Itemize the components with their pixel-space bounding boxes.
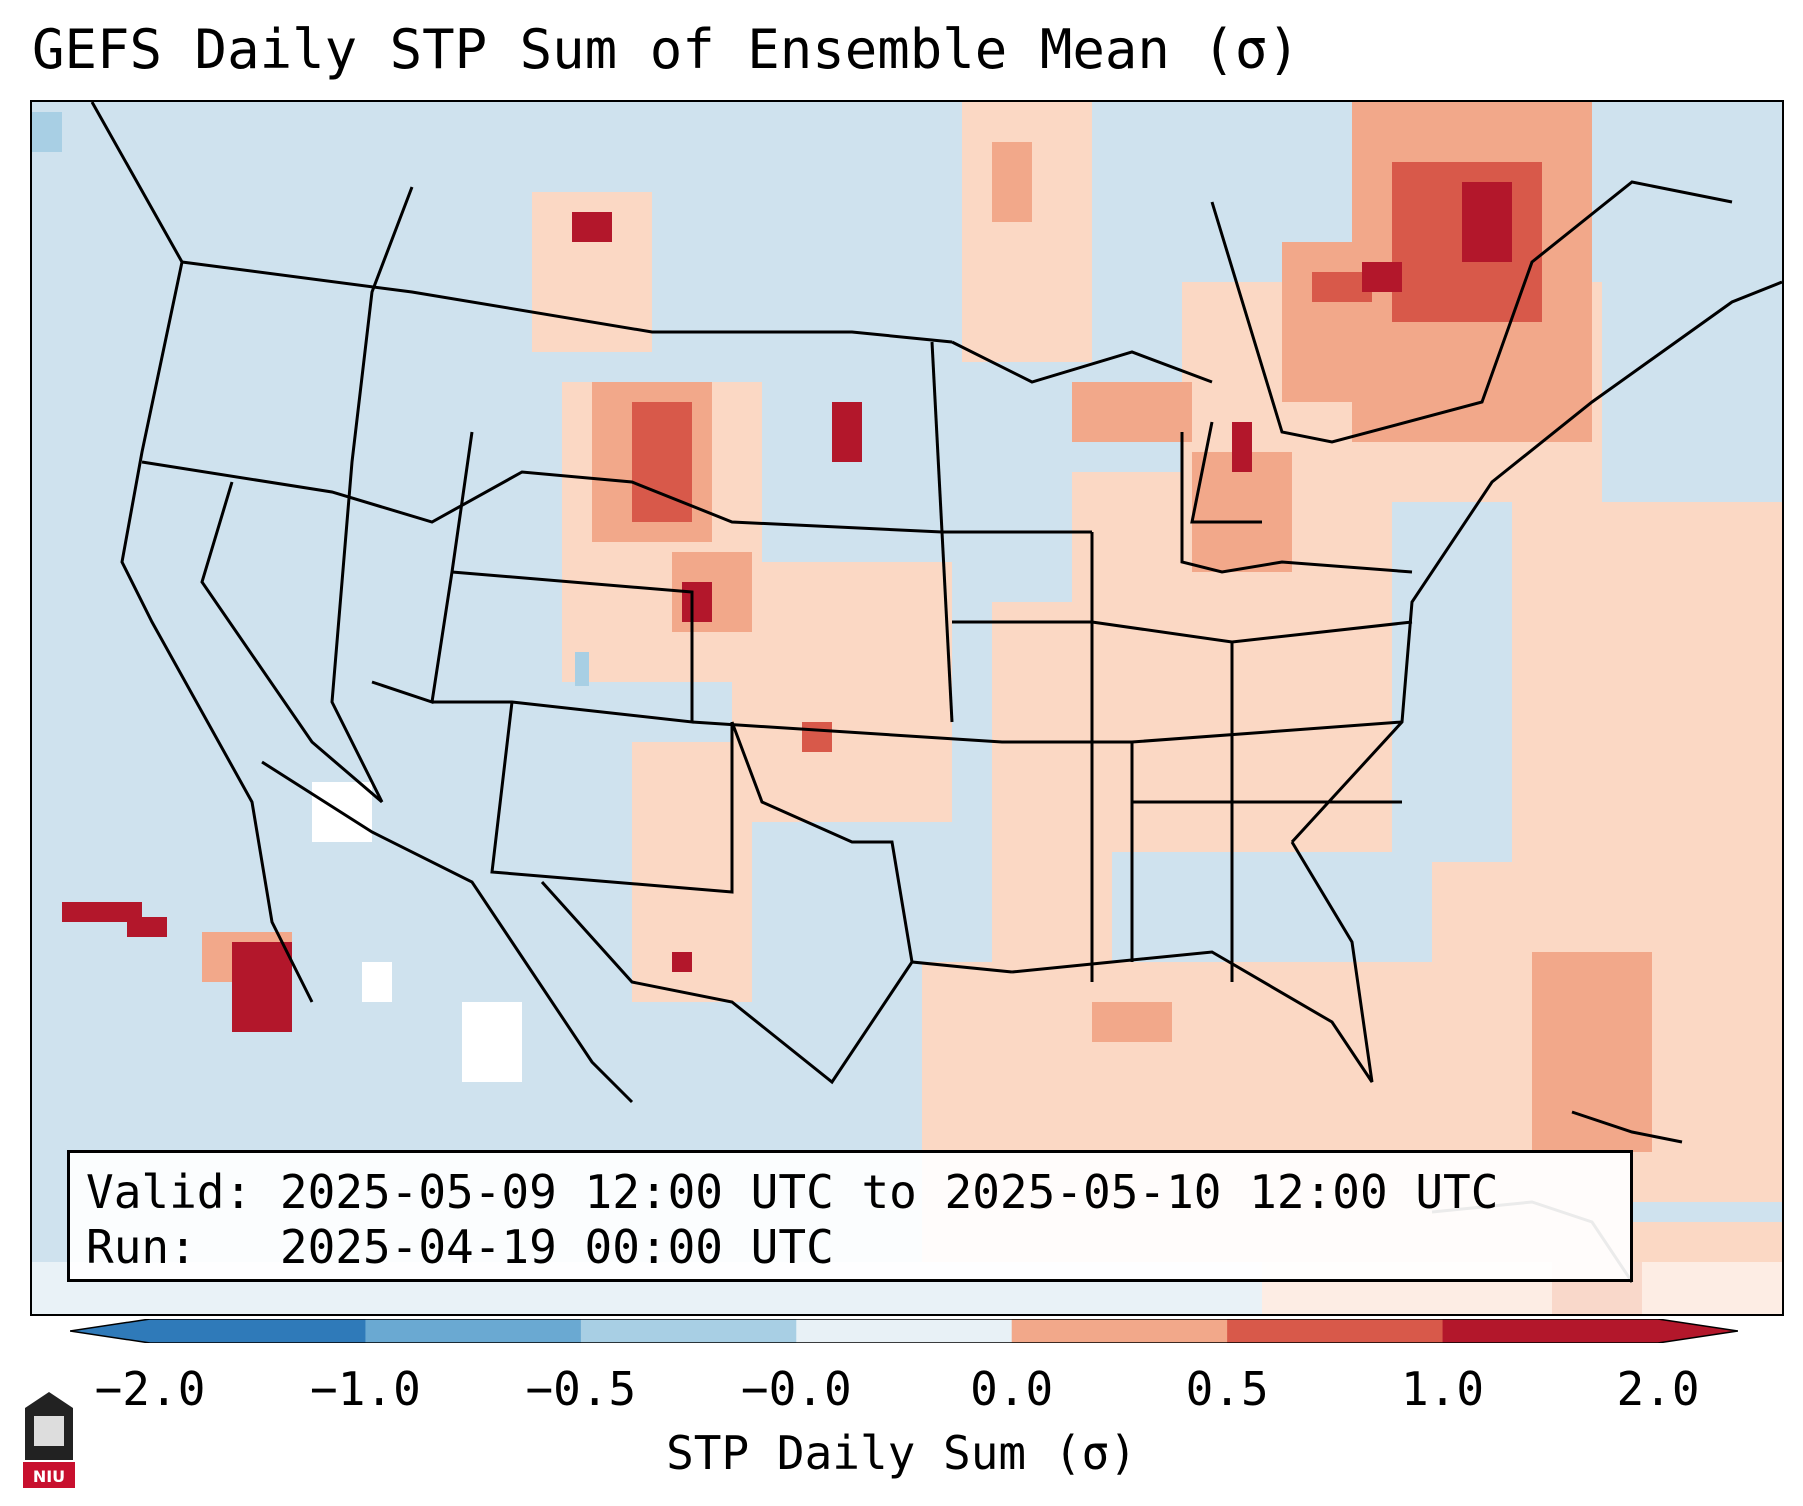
new-mexico-border-line — [490, 701, 734, 894]
colorbar-tick-label: 1.0 — [1401, 1362, 1485, 1416]
bahamas-line — [1571, 1110, 1683, 1144]
colorbar-segment — [365, 1319, 582, 1343]
valid-label: Valid: — [86, 1165, 253, 1219]
colorbar-high-extend — [1658, 1319, 1738, 1343]
colorbar-tick-label: 2.0 — [1616, 1362, 1700, 1416]
colorbar-segment — [1011, 1319, 1228, 1343]
quebec-border-line — [1210, 180, 1733, 444]
colorbar-label: STP Daily Sum (σ) — [666, 1426, 1137, 1480]
great-lakes-border-line — [1180, 432, 1413, 574]
colorbar-low-extend — [70, 1319, 150, 1343]
logo-text: NIU — [33, 1467, 65, 1486]
colorbar-segment — [796, 1319, 1013, 1343]
canada-border-line — [181, 260, 953, 344]
colorbar-tick-label: −1.0 — [310, 1362, 421, 1416]
map-svg — [32, 102, 1782, 1314]
west-coast-line — [90, 102, 314, 1003]
colorbar-segment — [1227, 1319, 1444, 1343]
anomaly-patches-negative — [32, 112, 589, 686]
border-line-3 — [691, 720, 1403, 744]
valid-run-info-box: Valid: 2025-05-09 12:00 UTC to 2025-05-1… — [67, 1150, 1633, 1282]
colorbar-segment — [150, 1319, 366, 1343]
lake-superior-line — [951, 340, 1213, 384]
colorbar-segment — [580, 1319, 797, 1343]
colorbar-tick-label: −2.0 — [94, 1362, 206, 1416]
borders — [90, 102, 1782, 1104]
colorbar-tick-label: −0.0 — [740, 1362, 852, 1416]
colorbar-tick-label: 0.5 — [1185, 1362, 1269, 1416]
gulf-coast-line — [540, 880, 1013, 1085]
border-line-2 — [330, 186, 414, 803]
nevada-border-line — [200, 481, 383, 804]
map-panel — [30, 100, 1784, 1316]
utah-border-line — [371, 431, 474, 704]
logo-badge — [23, 1462, 75, 1488]
border-line-5 — [930, 341, 954, 723]
colorbar-tick-label: −0.5 — [525, 1362, 637, 1416]
colorbar — [70, 1319, 1738, 1343]
logo-window-icon — [34, 1416, 64, 1446]
anomaly-patches-medium — [202, 102, 1652, 1314]
border-line-4 — [952, 620, 1413, 644]
valid-value: 2025-05-09 12:00 UTC to 2025-05-10 12:00… — [279, 1165, 1499, 1219]
east-coast-line — [1290, 280, 1782, 844]
colorbar-segments — [150, 1319, 1659, 1343]
lake-michigan-line — [1190, 421, 1262, 524]
baja-coast-line — [261, 760, 634, 1104]
niu-logo: NIU — [23, 1392, 75, 1488]
run-label: Run: — [86, 1220, 197, 1274]
texas-border-line — [730, 721, 914, 963]
anomaly-patches-extreme — [62, 182, 1512, 1032]
colorbar-tick-label: 0.0 — [970, 1362, 1054, 1416]
colorbar-segment — [1442, 1319, 1659, 1343]
run-value: 2025-04-19 00:00 UTC — [279, 1220, 834, 1274]
chart-title: GEFS Daily STP Sum of Ensemble Mean (σ) — [32, 18, 1300, 81]
florida-coast-line — [1011, 841, 1374, 1083]
